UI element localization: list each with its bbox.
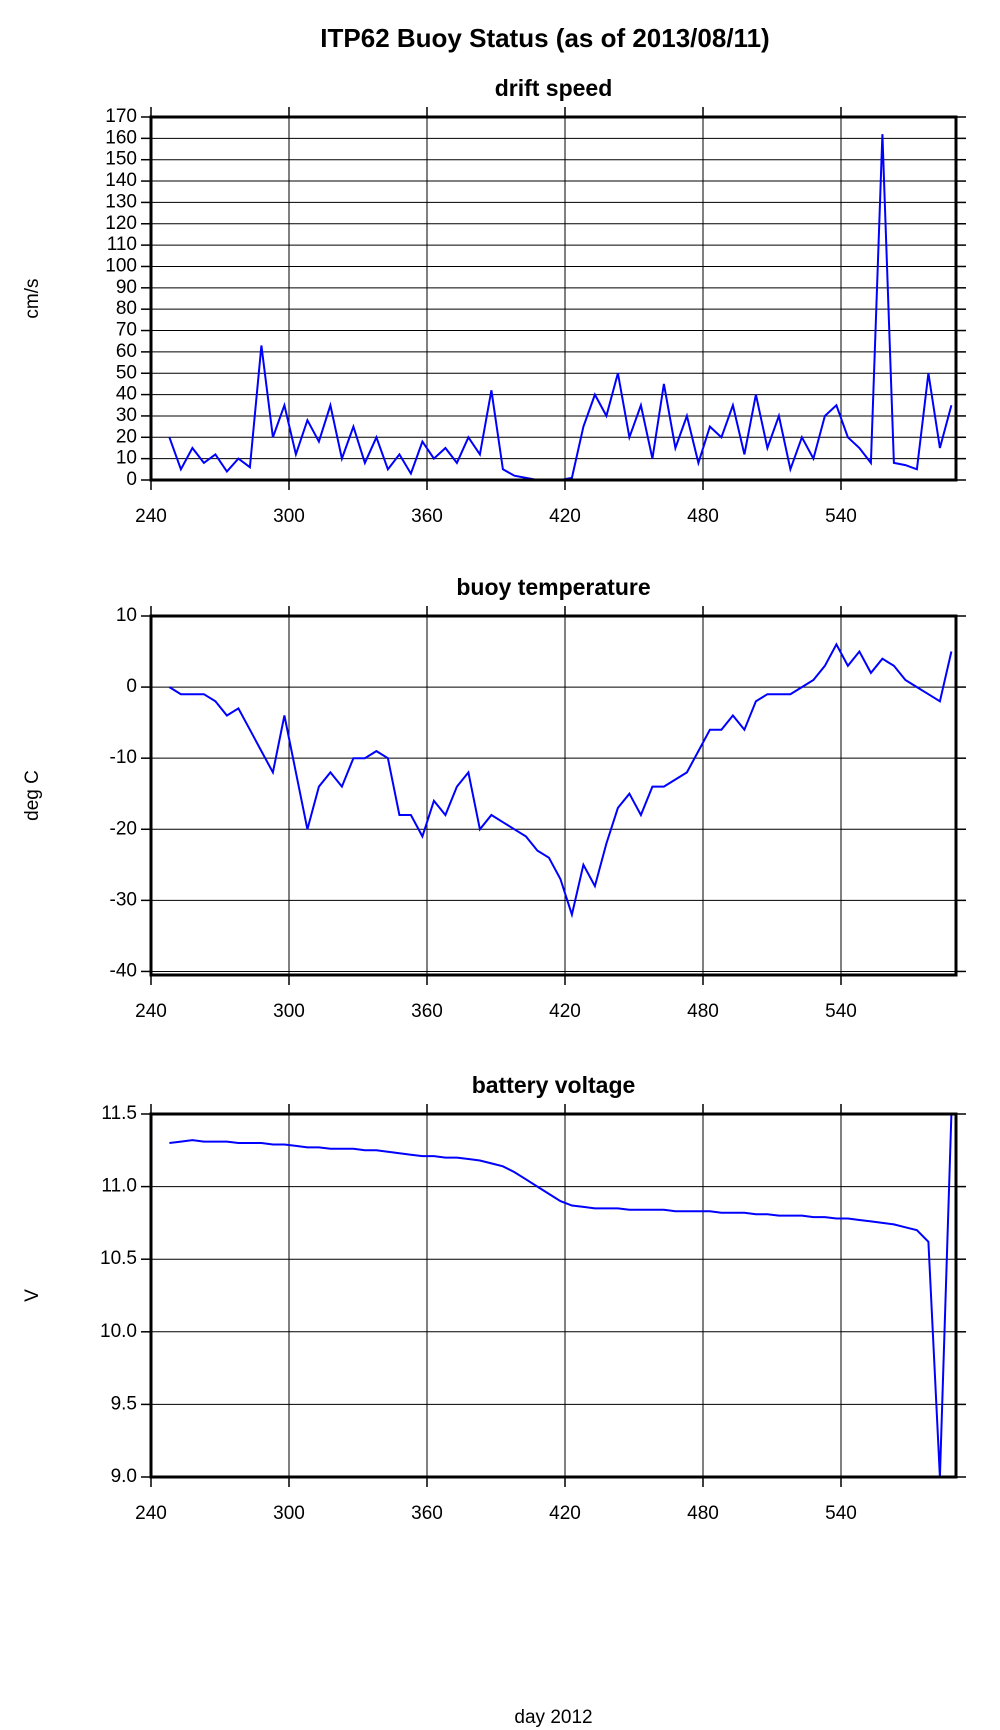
y-tick-label: 0: [126, 676, 137, 697]
y-tick-label: 100: [105, 255, 137, 276]
y-tick-label: 10.0: [100, 1321, 137, 1342]
plot-frame: [149, 614, 958, 977]
y-tick-label: 170: [105, 106, 137, 127]
y-tick-label: -30: [110, 889, 137, 910]
y-tick-label: 10.5: [100, 1248, 137, 1269]
y-tick-label: 150: [105, 149, 137, 170]
x-tick-label: 420: [549, 1001, 581, 1022]
data-line: [169, 1113, 953, 1478]
y-tick-label: 10: [116, 605, 137, 626]
x-tick-label: 480: [687, 1001, 719, 1022]
y-tick-label: 30: [116, 405, 137, 426]
y-tick-label: 160: [105, 127, 137, 148]
panel-title: drift speed: [495, 75, 613, 101]
x-tick-label: 300: [273, 506, 305, 527]
y-tick-label: -20: [110, 818, 137, 839]
x-tick-label: 360: [411, 506, 443, 527]
y-axis-label: V: [22, 1289, 43, 1302]
y-tick-label: 20: [116, 426, 137, 447]
x-tick-label: 240: [135, 506, 167, 527]
y-tick-label: 11.0: [101, 1176, 137, 1197]
x-tick-label: 540: [825, 1503, 857, 1524]
x-tick-label: 540: [825, 1001, 857, 1022]
x-axis-label: day 2012: [514, 1707, 592, 1728]
x-tick-label: 420: [549, 506, 581, 527]
y-tick-label: 9.0: [111, 1466, 137, 1487]
y-tick-label: 80: [116, 298, 137, 319]
x-tick-label: 540: [825, 506, 857, 527]
x-tick-label: 240: [135, 1503, 167, 1524]
plot-frame: [149, 1112, 958, 1479]
panel-title: battery voltage: [472, 1072, 636, 1098]
y-tick-label: 140: [105, 170, 137, 191]
y-axis-label: cm/s: [22, 278, 43, 318]
y-tick-label: 70: [116, 320, 137, 341]
plot-frame: [149, 115, 958, 482]
y-tick-label: 90: [116, 277, 137, 298]
y-tick-label: -10: [110, 747, 137, 768]
x-tick-label: 240: [135, 1001, 167, 1022]
y-tick-label: 50: [116, 362, 137, 383]
x-tick-label: 360: [411, 1503, 443, 1524]
y-axis-label: deg C: [22, 770, 43, 821]
y-tick-label: 40: [116, 384, 137, 405]
y-tick-label: 9.5: [111, 1393, 137, 1414]
y-tick-label: 10: [116, 448, 137, 469]
x-tick-label: 420: [549, 1503, 581, 1524]
y-tick-label: 120: [105, 213, 137, 234]
y-tick-label: 11.5: [101, 1103, 137, 1124]
data-line: [168, 134, 953, 481]
x-tick-label: 480: [687, 1503, 719, 1524]
y-tick-label: 60: [116, 341, 137, 362]
x-tick-label: 480: [687, 506, 719, 527]
y-tick-label: 0: [126, 469, 137, 490]
y-tick-label: 130: [105, 191, 137, 212]
y-tick-label: -40: [110, 960, 137, 981]
x-tick-label: 360: [411, 1001, 443, 1022]
x-tick-label: 300: [273, 1503, 305, 1524]
panel-title: buoy temperature: [456, 574, 650, 600]
y-tick-label: 110: [107, 234, 137, 255]
x-tick-label: 300: [273, 1001, 305, 1022]
page-title: ITP62 Buoy Status (as of 2013/08/11): [320, 23, 769, 53]
data-line: [168, 642, 953, 919]
